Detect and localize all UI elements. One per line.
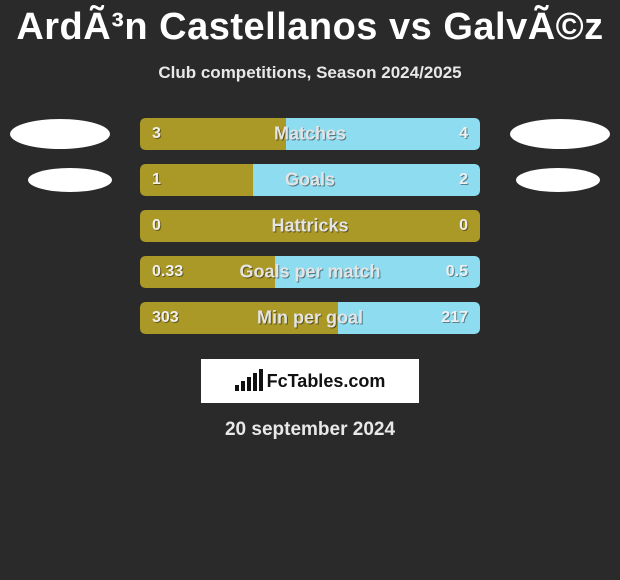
stat-value-right: 0 bbox=[459, 217, 468, 235]
stat-value-left: 0 bbox=[152, 217, 161, 235]
stat-value-right: 4 bbox=[459, 125, 468, 143]
stat-value-left: 1 bbox=[152, 171, 161, 189]
bar-fill-right bbox=[253, 164, 480, 196]
stat-rows: 34Matches12Goals00Hattricks0.330.5Goals … bbox=[0, 111, 620, 341]
logo-bar-segment bbox=[247, 377, 251, 391]
logo-bar-segment bbox=[253, 373, 257, 391]
stat-row: 0.330.5Goals per match bbox=[0, 249, 620, 295]
player-ellipse-left bbox=[28, 168, 112, 192]
bar-fill-right bbox=[286, 118, 480, 150]
stat-bar: 12Goals bbox=[140, 164, 480, 196]
logo-box[interactable]: FcTables.com bbox=[201, 359, 419, 403]
stat-bar: 34Matches bbox=[140, 118, 480, 150]
stat-bar: 00Hattricks bbox=[140, 210, 480, 242]
logo-text: FcTables.com bbox=[267, 371, 386, 392]
stat-bar: 0.330.5Goals per match bbox=[140, 256, 480, 288]
player-ellipse-right bbox=[516, 168, 600, 192]
stat-value-right: 217 bbox=[441, 309, 468, 327]
stat-row: 00Hattricks bbox=[0, 203, 620, 249]
player-ellipse-left bbox=[10, 119, 110, 149]
logo-bar-segment bbox=[259, 369, 263, 391]
logo-bar-segment bbox=[235, 385, 239, 391]
page-title: ArdÃ³n Castellanos vs GalvÃ©z bbox=[0, 0, 620, 49]
stat-value-left: 3 bbox=[152, 125, 161, 143]
stat-value-right: 0.5 bbox=[446, 263, 468, 281]
stat-value-left: 0.33 bbox=[152, 263, 183, 281]
date-text: 20 september 2024 bbox=[0, 419, 620, 441]
stat-value-left: 303 bbox=[152, 309, 179, 327]
stat-row: 34Matches bbox=[0, 111, 620, 157]
bar-fill-left bbox=[140, 210, 480, 242]
player-ellipse-right bbox=[510, 119, 610, 149]
subtitle: Club competitions, Season 2024/2025 bbox=[0, 63, 620, 83]
stat-row: 12Goals bbox=[0, 157, 620, 203]
bars-icon bbox=[235, 371, 263, 391]
logo-bar-segment bbox=[241, 381, 245, 391]
stat-row: 303217Min per goal bbox=[0, 295, 620, 341]
bar-fill-left bbox=[140, 118, 286, 150]
stat-value-right: 2 bbox=[459, 171, 468, 189]
stat-bar: 303217Min per goal bbox=[140, 302, 480, 334]
